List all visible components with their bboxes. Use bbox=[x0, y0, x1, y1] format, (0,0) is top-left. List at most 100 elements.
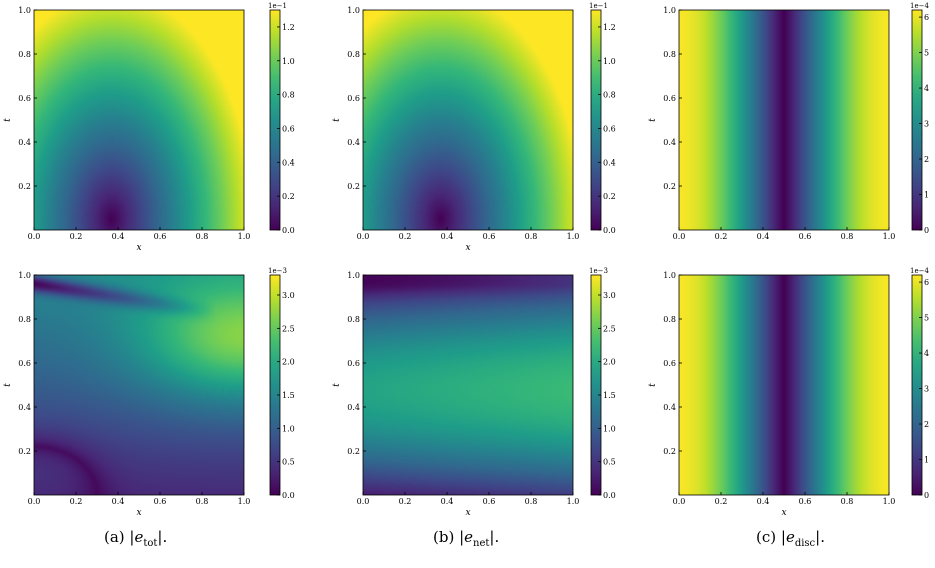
x-tick-label: 0.8 bbox=[525, 497, 538, 506]
y-tick-label: 0.6 bbox=[663, 359, 676, 368]
y-tick-label: 0.2 bbox=[663, 182, 676, 191]
colorbar-tick-label: 6 bbox=[924, 278, 929, 287]
x-tick-label: 0.0 bbox=[673, 232, 686, 241]
x-tick-label: 0.6 bbox=[799, 497, 812, 506]
colorbar-tick-label: 1.0 bbox=[603, 424, 616, 433]
y-axis-label: t bbox=[3, 118, 13, 122]
colorbar-tick-label: 0.4 bbox=[282, 158, 295, 167]
panel-b-bottom: 0.0 0.2 0.4 0.6 0.8 1.0 0.2 0.4 0.6 0.8 1.0 x t 0.0 0.… bbox=[332, 267, 616, 518]
colorbar-tick-label: 0.0 bbox=[603, 491, 616, 500]
panel-a-top: 0.0 0.2 0.4 0.6 0.8 1.0 0.2 0.4 0.6 0.8 1.0 x t 0.0 0.… bbox=[3, 2, 295, 253]
colorbar bbox=[590, 9, 602, 231]
panel-c-bottom: 0.0 0.2 0.4 0.6 0.8 1.0 0.2 0.4 0.6 0.8 1.0 x t 0 1 2 3 4… bbox=[648, 267, 929, 518]
colorbar-tick-label: 1.5 bbox=[282, 391, 295, 400]
colorbar-tick-label: 0.8 bbox=[282, 91, 295, 100]
x-tick-label: 0.0 bbox=[673, 497, 686, 506]
y-tick-label: 0.4 bbox=[18, 403, 31, 412]
x-axis-label: x bbox=[465, 508, 470, 518]
colorbar-tick-label: 1.2 bbox=[282, 23, 295, 32]
x-tick-label: 0.8 bbox=[196, 497, 209, 506]
plot-frame bbox=[678, 9, 890, 231]
y-tick-label: 0.2 bbox=[347, 447, 360, 456]
y-tick-label: 1.0 bbox=[18, 271, 31, 280]
x-tick-label: 0.8 bbox=[525, 232, 538, 241]
colorbar-tick-label: 1.0 bbox=[603, 57, 616, 66]
x-tick-label: 0.8 bbox=[841, 232, 854, 241]
colorbar bbox=[911, 9, 923, 231]
x-tick-label: 0.4 bbox=[757, 497, 770, 506]
colorbar-tick-label: 0.4 bbox=[603, 158, 616, 167]
x-axis-label: x bbox=[136, 243, 141, 253]
x-axis-label: x bbox=[136, 508, 141, 518]
x-tick-label: 0.6 bbox=[154, 232, 167, 241]
caption-c: (c) |edisc|. bbox=[756, 528, 825, 549]
x-tick-label: 0.0 bbox=[28, 497, 41, 506]
colorbar bbox=[269, 9, 281, 231]
plot-frame bbox=[362, 274, 574, 496]
x-tick-label: 0.2 bbox=[70, 232, 83, 241]
colorbar-tick-label: 2.0 bbox=[282, 358, 295, 367]
plot-frame bbox=[678, 274, 890, 496]
y-tick-label: 0.4 bbox=[18, 138, 31, 147]
y-tick-label: 0.8 bbox=[18, 50, 31, 59]
x-tick-label: 0.4 bbox=[441, 497, 454, 506]
colorbar-tick-label: 0.8 bbox=[603, 91, 616, 100]
y-axis-label: t bbox=[332, 118, 342, 122]
x-axis-label: x bbox=[781, 508, 786, 518]
y-tick-label: 0.8 bbox=[18, 315, 31, 324]
y-tick-label: 0.4 bbox=[663, 138, 676, 147]
x-tick-label: 0.6 bbox=[483, 232, 496, 241]
colorbar-scale-label: 1e−1 bbox=[268, 2, 287, 10]
colorbar-tick-label: 5 bbox=[924, 314, 929, 323]
x-tick-label: 0.0 bbox=[357, 497, 370, 506]
colorbar-tick-label: 0 bbox=[924, 226, 929, 235]
x-tick-label: 0.6 bbox=[154, 497, 167, 506]
panel-b-top: 0.0 0.2 0.4 0.6 0.8 1.0 0.2 0.4 0.6 0.8 1.0 x t 0.0 0.… bbox=[332, 2, 616, 253]
y-tick-label: 0.2 bbox=[18, 182, 31, 191]
y-tick-label: 0.2 bbox=[18, 447, 31, 456]
x-tick-label: 0.8 bbox=[196, 232, 209, 241]
colorbar-tick-label: 1.5 bbox=[603, 391, 616, 400]
colorbar-tick-label: 0.2 bbox=[282, 192, 295, 201]
y-tick-label: 0.6 bbox=[347, 94, 360, 103]
y-tick-label: 1.0 bbox=[347, 271, 360, 280]
colorbar-tick-label: 0.0 bbox=[603, 226, 616, 235]
y-tick-label: 0.6 bbox=[347, 359, 360, 368]
colorbar-tick-label: 1.0 bbox=[282, 57, 295, 66]
colorbar bbox=[911, 274, 923, 496]
plot-frame bbox=[33, 9, 245, 231]
heatmap-image bbox=[34, 10, 244, 230]
colorbar-tick-label: 2.5 bbox=[603, 324, 616, 333]
x-tick-label: 1.0 bbox=[238, 497, 251, 506]
colorbar-tick-label: 1 bbox=[924, 456, 929, 465]
x-tick-label: 1.0 bbox=[567, 232, 580, 241]
colorbar-tick-label: 0.0 bbox=[282, 226, 295, 235]
colorbar-tick-label: 2.0 bbox=[603, 358, 616, 367]
y-tick-label: 0.2 bbox=[663, 447, 676, 456]
colorbar bbox=[269, 274, 281, 496]
colorbar-tick-label: 0.0 bbox=[282, 491, 295, 500]
x-tick-label: 1.0 bbox=[567, 497, 580, 506]
colorbar-tick-label: 3 bbox=[924, 120, 929, 129]
heatmap-image bbox=[34, 275, 244, 495]
x-tick-label: 0.2 bbox=[399, 497, 412, 506]
colorbar-scale-label: 1e−4 bbox=[910, 267, 929, 275]
caption-a: (a) |etot|. bbox=[104, 528, 168, 549]
colorbar-tick-label: 0 bbox=[924, 491, 929, 500]
y-tick-label: 0.8 bbox=[663, 50, 676, 59]
x-axis-label: x bbox=[465, 243, 470, 253]
x-tick-label: 0.2 bbox=[715, 232, 728, 241]
x-tick-label: 0.2 bbox=[70, 497, 83, 506]
y-tick-label: 0.4 bbox=[347, 403, 360, 412]
panel-a-bottom: 0.0 0.2 0.4 0.6 0.8 1.0 0.2 0.4 0.6 0.8 1.0 x t 0.0 0.… bbox=[3, 267, 295, 518]
y-tick-label: 0.6 bbox=[18, 359, 31, 368]
y-tick-label: 0.6 bbox=[18, 94, 31, 103]
y-tick-label: 1.0 bbox=[663, 6, 676, 15]
panel-c-top: 0.0 0.2 0.4 0.6 0.8 1.0 0.2 0.4 0.6 0.8 1.0 t 0 1 2 3 4 5… bbox=[648, 2, 929, 241]
colorbar-tick-label: 4 bbox=[924, 84, 929, 93]
heatmap-image bbox=[363, 10, 573, 230]
colorbar-scale-label: 1e−1 bbox=[589, 2, 608, 10]
colorbar-tick-label: 0.6 bbox=[603, 124, 616, 133]
x-tick-label: 0.2 bbox=[715, 497, 728, 506]
